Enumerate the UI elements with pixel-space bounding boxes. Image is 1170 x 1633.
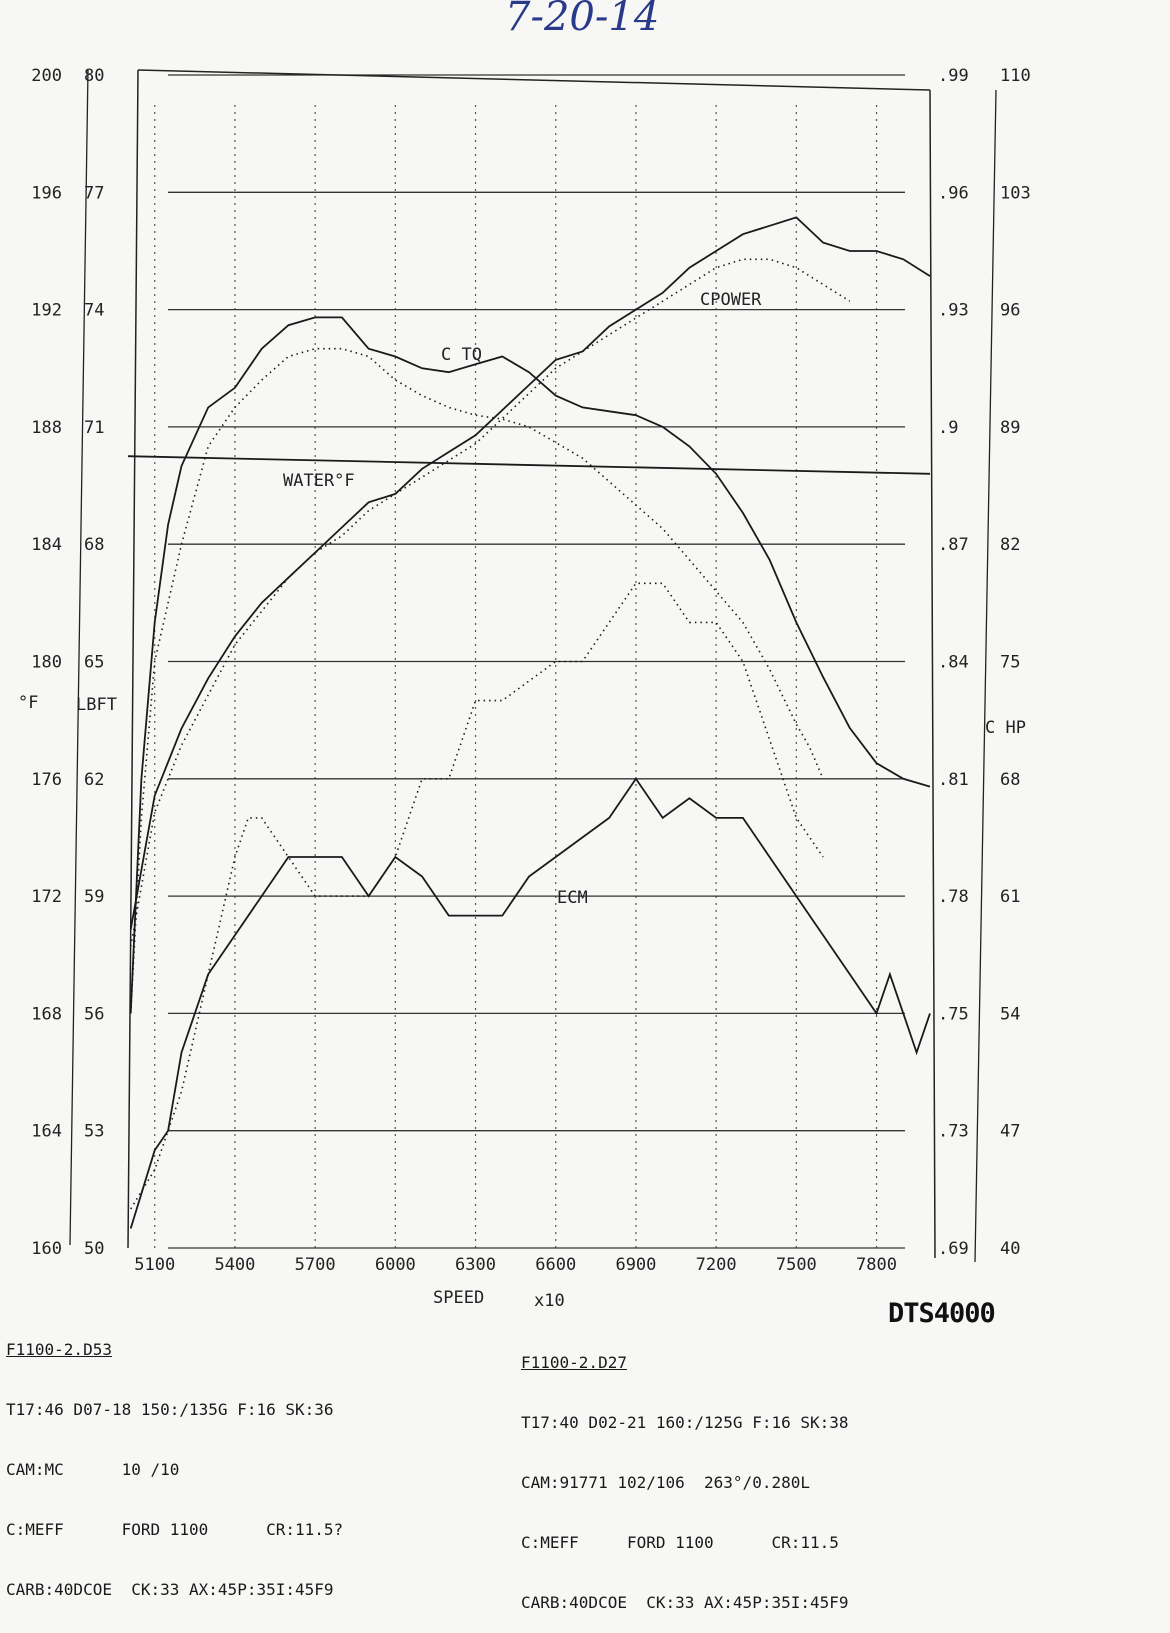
x-tick-label-0: 5100 [134, 1255, 175, 1275]
ecm-tick-label-2: .93 [938, 301, 969, 321]
x-tick-label-8: 7500 [776, 1255, 817, 1275]
frame-right [929, 89, 936, 1259]
y-axis-label-power: C HP [985, 718, 1026, 738]
run1-line4: CARB:40DCOE CK:33 AX:45P:35I:45F9 [6, 1580, 334, 1599]
x-tick-label-1: 5400 [214, 1255, 255, 1275]
ecm-tick-label-5: .84 [938, 653, 969, 673]
run2-line3: C:MEFF FORD 1100 CR:11.5 [521, 1533, 839, 1552]
run1-line3: C:MEFF FORD 1100 CR:11.5? [6, 1520, 344, 1539]
handwritten-date: 7-20-14 [505, 0, 659, 40]
water_f-tick-label-10: 160 [31, 1239, 62, 1259]
power-tick-label-1: 103 [1000, 183, 1031, 203]
ecm-tick-label-10: .69 [938, 1239, 969, 1259]
torque-axis-line [69, 69, 89, 1246]
run1-line1: T17:46 D07-18 150:/135G F:16 SK:36 [6, 1400, 334, 1419]
power-tick-label-9: 47 [1000, 1122, 1020, 1142]
torque-tick-label-0: 80 [84, 66, 104, 86]
x-tick-label-5: 6600 [535, 1255, 576, 1275]
torque-tick-label-7: 59 [84, 887, 104, 907]
water_f-tick-label-7: 172 [31, 887, 62, 907]
torque-tick-label-8: 56 [84, 1004, 104, 1024]
power-tick-label-5: 75 [1000, 653, 1020, 673]
power-tick-label-10: 40 [1000, 1239, 1020, 1259]
water_f-tick-label-8: 168 [31, 1004, 62, 1024]
frame-top [137, 69, 931, 91]
torque-tick-label-1: 77 [84, 183, 104, 203]
power-tick-label-4: 82 [1000, 535, 1020, 555]
frame-left [127, 69, 139, 1249]
run2-line2: CAM:91771 102/106 263°/0.280L [521, 1473, 810, 1492]
water_f-tick-label-9: 164 [31, 1122, 62, 1142]
annotation-cpower: CPOWER [700, 290, 762, 310]
torque-tick-label-2: 74 [84, 301, 104, 321]
x-tick-label-3: 6000 [375, 1255, 416, 1275]
x-tick-label-4: 6300 [455, 1255, 496, 1275]
x-tick-label-9: 7800 [856, 1255, 897, 1275]
annotation-ctq: C TQ [441, 345, 482, 365]
series-line-5 [129, 347, 824, 1014]
run2-file: F1100-2.D27 [521, 1353, 627, 1372]
torque-tick-label-5: 65 [84, 653, 104, 673]
chart-series [127, 216, 931, 1229]
power-tick-label-0: 110 [1000, 66, 1031, 86]
series-line-6 [129, 258, 851, 947]
y-axis-label-water: °F [18, 693, 38, 713]
x-tick-label-6: 6900 [615, 1255, 656, 1275]
ecm-tick-label-8: .75 [938, 1004, 969, 1024]
brand-logo: DTS4000 [888, 1298, 996, 1329]
series-line-0 [129, 316, 931, 1014]
water_f-tick-label-6: 176 [31, 770, 62, 790]
ecm-tick-label-3: .9 [938, 418, 958, 438]
power-tick-label-8: 54 [1000, 1004, 1020, 1024]
dyno-chart: 5100 5400 5700 6000 6300 6600 6900 7200 7500 7800… [18, 0, 1031, 1311]
torque-tick-label-6: 62 [84, 770, 104, 790]
torque-tick-label-10: 50 [84, 1239, 104, 1259]
torque-tick-label-4: 68 [84, 535, 104, 555]
ecm-tick-label-7: .78 [938, 887, 969, 907]
run1-file: F1100-2.D53 [6, 1340, 112, 1359]
water_f-tick-label-1: 196 [31, 183, 62, 203]
power-tick-label-7: 61 [1000, 887, 1020, 907]
axis-ticks: 5100 5400 5700 6000 6300 6600 6900 7200 7500 7800… [31, 66, 1030, 1275]
ecm-tick-label-1: .96 [938, 183, 969, 203]
x-axis-multiplier: x10 [534, 1291, 565, 1311]
run2-info: F1100-2.D27 T17:40 D02-21 160:/125G F:16… [521, 1313, 849, 1633]
annotation-water: WATER°F [283, 471, 355, 491]
water_f-tick-label-4: 184 [31, 535, 62, 555]
series-line-3 [127, 455, 931, 475]
run2-line4: CARB:40DCOE CK:33 AX:45P:35I:45F9 [521, 1593, 849, 1612]
water_f-tick-label-0: 200 [31, 66, 62, 86]
series-line-4 [130, 582, 824, 1210]
torque-tick-label-3: 71 [84, 418, 104, 438]
water_f-tick-label-5: 180 [31, 653, 62, 673]
power-tick-label-3: 89 [1000, 418, 1020, 438]
ecm-tick-label-0: .99 [938, 66, 969, 86]
chart-frame [69, 69, 997, 1263]
series-line-2 [129, 777, 931, 1229]
y-axis-label-torque: LBFT [76, 695, 117, 715]
ecm-tick-label-9: .73 [938, 1122, 969, 1142]
x-tick-label-2: 5700 [295, 1255, 336, 1275]
power-tick-label-2: 96 [1000, 301, 1020, 321]
water_f-tick-label-3: 188 [31, 418, 62, 438]
ecm-tick-label-6: .81 [938, 770, 969, 790]
series-line-1 [129, 216, 931, 930]
run2-line1: T17:40 D02-21 160:/125G F:16 SK:38 [521, 1413, 849, 1432]
x-tick-label-7: 7200 [696, 1255, 737, 1275]
run1-info: F1100-2.D53 T17:46 D07-18 150:/135G F:16… [6, 1300, 343, 1620]
x-axis-label: SPEED [433, 1288, 484, 1308]
chart-grid [154, 74, 905, 1249]
ecm-tick-label-4: .87 [938, 535, 969, 555]
power-axis-line [974, 89, 997, 1263]
run1-line2: CAM:MC 10 /10 [6, 1460, 180, 1479]
power-tick-label-6: 68 [1000, 770, 1020, 790]
annotation-ecm: ECM [557, 888, 588, 908]
torque-tick-label-9: 53 [84, 1122, 104, 1142]
water_f-tick-label-2: 192 [31, 301, 62, 321]
